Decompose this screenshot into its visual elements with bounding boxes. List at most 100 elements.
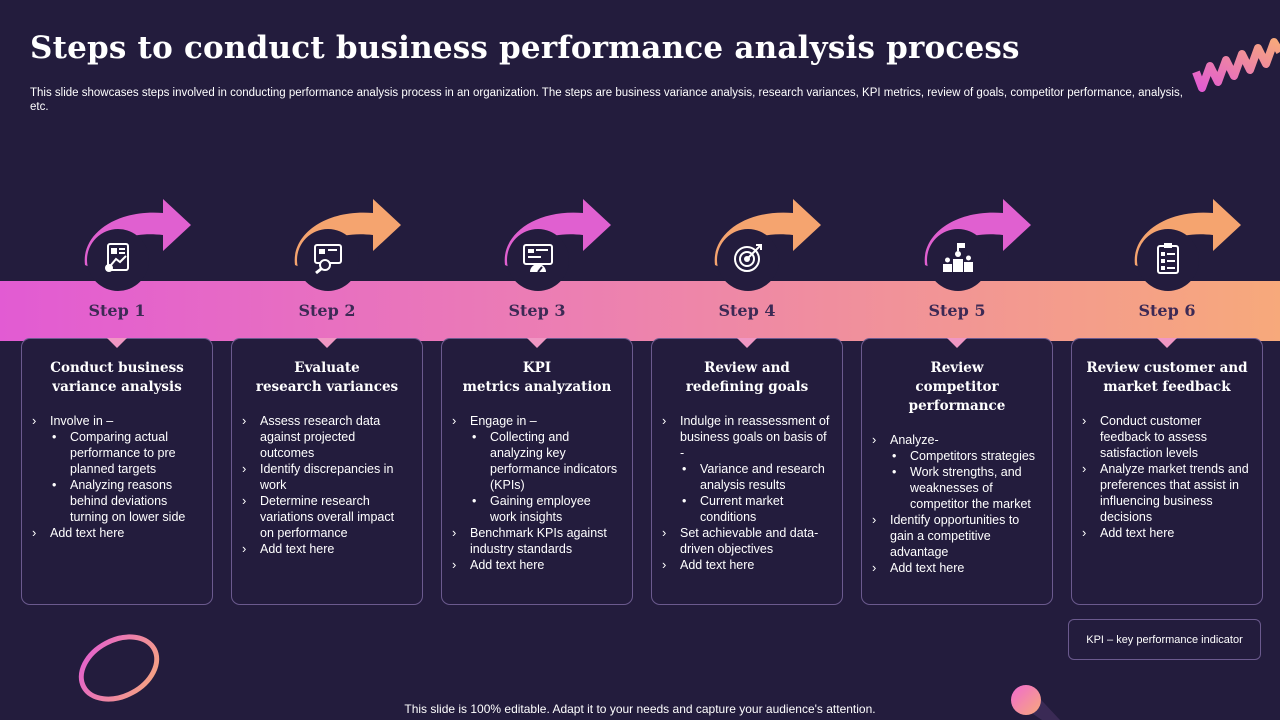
step-card-title: Review and redefining goals bbox=[652, 359, 842, 397]
step-card: Evaluate research variances Assess resea… bbox=[231, 338, 423, 605]
bullet-item: Identify discrepancies in work bbox=[242, 461, 410, 493]
bullet-item: Add text here bbox=[1082, 525, 1250, 541]
step-card-title-line1: Review and bbox=[704, 360, 790, 376]
bullet-item: Add text here bbox=[242, 541, 410, 557]
kpi-legend-text: KPI – key performance indicator bbox=[1086, 633, 1243, 646]
step-card-title-line1: Review customer and bbox=[1086, 360, 1248, 376]
step-card-title-line2: redefining goals bbox=[685, 379, 809, 395]
step-label: Step 3 bbox=[508, 301, 566, 320]
bullet-item: Engage in – bbox=[452, 413, 620, 429]
sub-bullet-item: Competitors strategies bbox=[872, 448, 1040, 464]
step-pointer bbox=[1157, 338, 1177, 348]
step-card-title: Evaluate research variances bbox=[232, 359, 422, 397]
step-card: Review competitor performance Analyze- C… bbox=[861, 338, 1053, 605]
step-card: Review and redefining goals Indulge in r… bbox=[651, 338, 843, 605]
kpi-legend: KPI – key performance indicator bbox=[1068, 619, 1261, 660]
step-card-title-line1: KPI bbox=[522, 360, 552, 376]
step-icon-circle bbox=[87, 229, 149, 291]
bullet-item: Add text here bbox=[662, 557, 830, 573]
bullet-item: Add text here bbox=[32, 525, 200, 541]
bullet-item: Analyze- bbox=[872, 432, 1040, 448]
step-card: Conduct business variance analysis Invol… bbox=[21, 338, 213, 605]
zigzag-decoration-icon bbox=[1192, 38, 1280, 92]
bullet-item: Conduct customer feedback to assess sati… bbox=[1082, 413, 1250, 461]
sub-bullet-item: Analyzing reasons behind deviations turn… bbox=[32, 477, 200, 525]
step-label: Step 2 bbox=[298, 301, 356, 320]
step-label: Step 6 bbox=[1138, 301, 1196, 320]
sub-bullet-item: Work strengths, and weaknesses of compet… bbox=[872, 464, 1040, 512]
step-icon-circle bbox=[507, 229, 569, 291]
sub-bullet-item: Current market conditions bbox=[662, 493, 830, 525]
step-card-title: Conduct business variance analysis bbox=[22, 359, 212, 397]
step-card-title-line1: Conduct business bbox=[50, 360, 184, 376]
curved-arrow-icon bbox=[84, 199, 191, 271]
curved-arrow-icon bbox=[504, 199, 611, 271]
step-card-title: Review competitor performance bbox=[862, 359, 1052, 416]
step-card-body: Conduct customer feedback to assess sati… bbox=[1072, 413, 1262, 541]
step-card-title-line2: market feedback bbox=[1103, 379, 1231, 395]
step-card-body: Analyze- Competitors strategiesWork stre… bbox=[862, 432, 1052, 576]
sub-bullet-item: Variance and research analysis results bbox=[662, 461, 830, 493]
step-card-title-line2: competitor performance bbox=[908, 379, 1006, 414]
step-card-title-line2: research variances bbox=[255, 379, 399, 395]
step-card-title-line1: Evaluate bbox=[294, 360, 360, 376]
slide-title: Steps to conduct business performance an… bbox=[30, 30, 1020, 66]
curved-arrow-icon bbox=[714, 199, 821, 271]
bullet-item: Benchmark KPIs against industry standard… bbox=[452, 525, 620, 557]
podium-icon bbox=[941, 241, 975, 280]
ring-decoration-icon bbox=[78, 634, 160, 702]
bullet-item: Involve in – bbox=[32, 413, 200, 429]
step-card-title: Review customer and market feedback bbox=[1072, 359, 1262, 397]
sub-bullet-item: Gaining employee work insights bbox=[452, 493, 620, 525]
step-4: Step 4 Review and redefining goals Indul… bbox=[651, 195, 843, 607]
checklist-icon bbox=[1151, 241, 1185, 280]
step-label: Step 1 bbox=[88, 301, 146, 320]
report-chart-icon bbox=[101, 241, 135, 280]
step-card: Review customer and market feedback Cond… bbox=[1071, 338, 1263, 605]
step-card-body: Assess research data against projected o… bbox=[232, 413, 422, 557]
kpi-dashboard-icon bbox=[521, 241, 555, 280]
step-pointer bbox=[527, 338, 547, 348]
curved-arrow-icon bbox=[924, 199, 1031, 271]
step-card-title: KPI metrics analyzation bbox=[442, 359, 632, 397]
step-icon-circle bbox=[1137, 229, 1199, 291]
bullet-item: Identify opportunities to gain a competi… bbox=[872, 512, 1040, 560]
slide-subtitle: This slide showcases steps involved in c… bbox=[30, 87, 1183, 113]
step-icon-circle bbox=[927, 229, 989, 291]
step-1: Step 1 Conduct business variance analysi… bbox=[21, 195, 213, 607]
step-pointer bbox=[107, 338, 127, 348]
step-card-title-line2: variance analysis bbox=[52, 379, 182, 395]
cylinder-decoration-icon bbox=[1011, 685, 1060, 720]
bullet-item: Set achievable and data-driven objective… bbox=[662, 525, 830, 557]
step-pointer bbox=[317, 338, 337, 348]
step-5: Step 5 Review competitor performance Ana… bbox=[861, 195, 1053, 607]
footer-note: This slide is 100% editable. Adapt it to… bbox=[404, 702, 876, 716]
bullet-item: Determine research variations overall im… bbox=[242, 493, 410, 541]
step-label: Step 5 bbox=[928, 301, 986, 320]
step-pointer bbox=[737, 338, 757, 348]
bullet-item: Analyze market trends and preferences th… bbox=[1082, 461, 1250, 525]
bullet-item: Assess research data against projected o… bbox=[242, 413, 410, 461]
step-card-body: Indulge in reassessment of business goal… bbox=[652, 413, 842, 573]
bullet-item: Add text here bbox=[872, 560, 1040, 576]
step-6: Step 6 Review customer and market feedba… bbox=[1071, 195, 1263, 607]
step-2: Step 2 Evaluate research variances Asses… bbox=[231, 195, 423, 607]
research-magnifier-icon bbox=[311, 241, 345, 280]
steps-band bbox=[0, 281, 1280, 341]
curved-arrow-icon bbox=[1134, 199, 1241, 271]
step-card-title-line2: metrics analyzation bbox=[462, 379, 612, 395]
curved-arrow-icon bbox=[294, 199, 401, 271]
step-label: Step 4 bbox=[718, 301, 776, 320]
bullet-item: Indulge in reassessment of business goal… bbox=[662, 413, 830, 461]
target-icon bbox=[731, 241, 765, 280]
step-icon-circle bbox=[297, 229, 359, 291]
step-card-title-line1: Review bbox=[930, 360, 984, 376]
step-card-body: Engage in –Collecting and analyzing key … bbox=[442, 413, 632, 573]
step-card: KPI metrics analyzation Engage in –Colle… bbox=[441, 338, 633, 605]
step-3: Step 3 KPI metrics analyzation Engage in… bbox=[441, 195, 633, 607]
bullet-item: Add text here bbox=[452, 557, 620, 573]
sub-bullet-item: Comparing actual performance to pre plan… bbox=[32, 429, 200, 477]
step-card-body: Involve in –Comparing actual performance… bbox=[22, 413, 212, 541]
step-icon-circle bbox=[717, 229, 779, 291]
sub-bullet-item: Collecting and analyzing key performance… bbox=[452, 429, 620, 493]
